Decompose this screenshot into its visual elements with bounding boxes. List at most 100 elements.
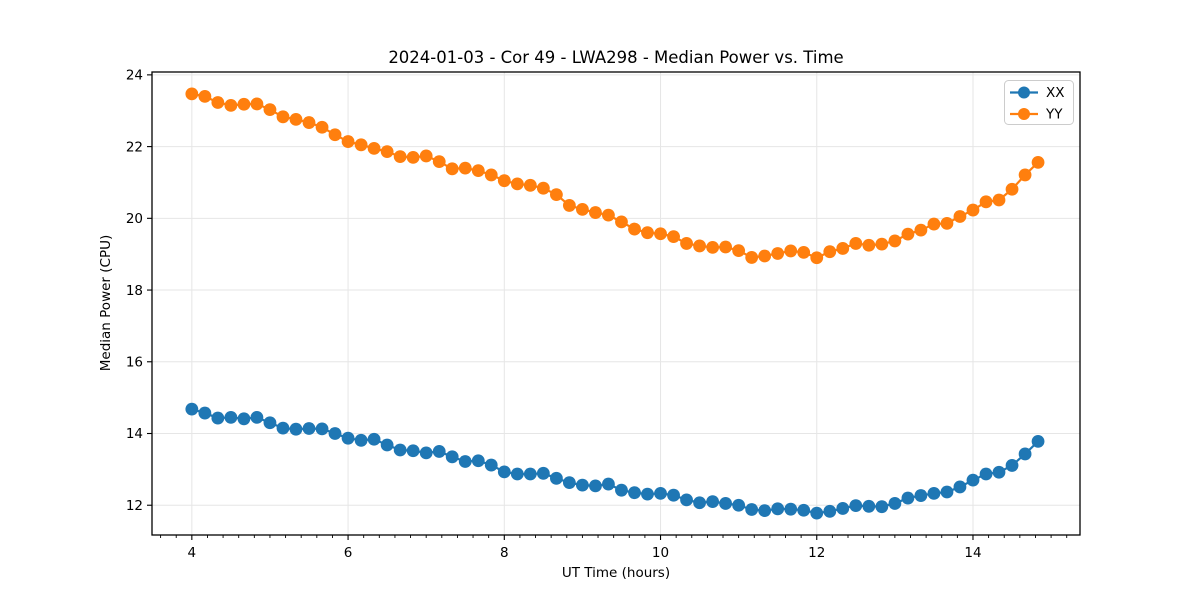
data-point-xx — [810, 506, 824, 520]
data-point-yy — [576, 202, 589, 216]
data-point-xx — [497, 465, 511, 479]
data-point-xx — [224, 410, 238, 424]
data-point-yy — [393, 150, 407, 164]
data-point-yy — [380, 145, 394, 159]
y-axis-tick-label: 12 — [126, 498, 143, 514]
data-point-xx — [445, 450, 459, 464]
data-point-xx — [771, 502, 785, 516]
data-point-yy — [706, 240, 720, 254]
data-point-xx — [953, 480, 967, 494]
data-point-xx — [966, 473, 980, 487]
grid-layer — [152, 72, 1080, 535]
data-point-xx — [888, 497, 902, 510]
data-point-xx — [927, 486, 941, 500]
data-point-yy — [562, 199, 576, 212]
data-point-yy — [719, 240, 732, 254]
data-point-yy — [602, 208, 615, 222]
data-point-xx — [628, 486, 641, 500]
data-point-xx — [979, 467, 993, 481]
data-point-xx — [602, 477, 615, 491]
legend-label-xx: XX — [1046, 85, 1065, 101]
data-point-xx — [823, 504, 837, 518]
data-point-yy — [536, 181, 550, 195]
data-point-xx — [719, 497, 732, 510]
x-axis-tick-label: 14 — [964, 545, 981, 561]
series-layer — [185, 87, 1045, 520]
data-point-xx — [1018, 447, 1032, 461]
data-point-xx — [940, 485, 954, 499]
data-point-xx — [615, 483, 628, 497]
data-point-yy — [888, 234, 902, 248]
data-point-xx — [901, 491, 915, 505]
data-point-xx — [732, 498, 746, 512]
y-axis-tick-label: 20 — [126, 211, 143, 227]
y-axis-tick-label: 24 — [126, 68, 143, 84]
x-axis-tick-label: 12 — [808, 545, 825, 561]
data-point-xx — [484, 458, 498, 472]
legend: XX YY — [1004, 80, 1074, 125]
data-point-yy — [992, 193, 1006, 207]
data-point-xx — [211, 411, 225, 425]
data-point-xx — [562, 476, 576, 490]
y-axis-tick-label: 22 — [126, 139, 143, 155]
data-point-xx — [432, 445, 446, 458]
data-point-yy — [250, 97, 264, 111]
data-point-yy — [758, 249, 772, 263]
data-point-yy — [185, 87, 199, 101]
data-point-xx — [654, 486, 667, 500]
data-point-yy — [1031, 155, 1045, 169]
data-point-xx — [576, 478, 589, 492]
y-axis-tick-label: 18 — [126, 283, 143, 299]
data-point-xx — [745, 503, 759, 516]
data-point-yy — [302, 116, 316, 129]
data-point-yy — [836, 242, 850, 255]
data-point-xx — [393, 443, 407, 457]
data-point-xx — [263, 416, 277, 430]
data-point-xx — [289, 422, 303, 436]
x-axis-tick-label: 10 — [652, 545, 669, 561]
data-point-yy — [354, 138, 368, 152]
data-point-xx — [589, 479, 602, 493]
data-point-yy — [628, 222, 641, 236]
data-point-yy — [328, 128, 342, 142]
data-point-yy — [237, 97, 251, 111]
y-axis-label: Median Power (CPU) — [98, 235, 114, 371]
legend-marker-icon-xx — [1018, 86, 1030, 99]
data-point-xx — [706, 495, 720, 509]
data-point-yy — [471, 164, 485, 178]
data-point-yy — [341, 135, 355, 148]
data-point-yy — [1005, 182, 1019, 196]
data-point-yy — [263, 103, 277, 117]
data-point-yy — [901, 227, 915, 241]
data-point-yy — [315, 120, 329, 134]
data-point-yy — [419, 149, 433, 163]
data-point-xx — [406, 444, 420, 458]
data-point-yy — [940, 216, 954, 230]
data-point-yy — [667, 230, 680, 244]
legend-label-yy: YY — [1045, 107, 1063, 123]
data-point-xx — [667, 488, 680, 502]
data-point-xx — [471, 454, 485, 468]
x-axis-label: UT Time (hours) — [562, 565, 670, 581]
data-point-yy — [211, 96, 225, 109]
tick-layer — [147, 74, 1068, 540]
data-point-yy — [615, 215, 628, 229]
data-point-yy — [771, 247, 785, 260]
data-point-xx — [315, 422, 329, 436]
data-point-yy — [862, 238, 876, 252]
chart-title: 2024-01-03 - Cor 49 - LWA298 - Median Po… — [388, 48, 843, 67]
data-point-xx — [784, 502, 798, 516]
data-point-xx — [276, 421, 290, 435]
data-point-yy — [810, 251, 824, 265]
data-point-xx — [250, 410, 264, 424]
data-point-xx — [693, 496, 706, 510]
data-point-yy — [979, 195, 993, 209]
data-point-yy — [914, 223, 928, 237]
data-point-xx — [328, 427, 342, 440]
data-point-yy — [406, 150, 420, 164]
data-point-yy — [510, 177, 524, 191]
data-point-yy — [484, 168, 498, 182]
data-point-yy — [367, 141, 381, 155]
